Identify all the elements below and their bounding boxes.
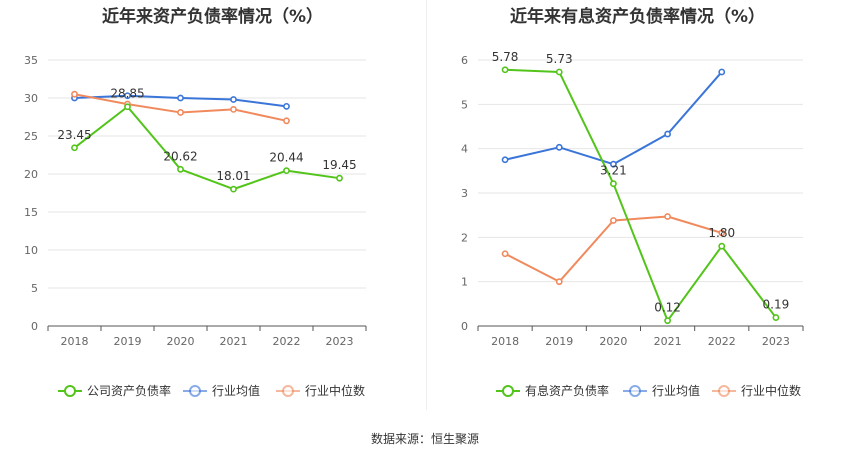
right-legend-label-0: 有息资产负债率 <box>525 383 609 398</box>
right-legend-marker-1 <box>629 385 641 397</box>
left-data-point-1 <box>124 92 131 100</box>
right-data-label: 0.19 <box>763 298 790 312</box>
left-legend-marker-1 <box>189 385 201 397</box>
right-legend-label-1: 行业均值 <box>652 383 700 398</box>
right-data-point-0 <box>555 68 563 76</box>
chart-title-right: 近年来有息资产负债率情况（%） <box>509 7 766 27</box>
right-y-tick-label: 3 <box>461 187 468 200</box>
right-series-line-2 <box>504 215 723 283</box>
left-y-tick-label: 25 <box>24 130 38 143</box>
right-x-tick-label: 2022 <box>708 335 736 348</box>
right-y-tick-label: 4 <box>461 143 468 156</box>
right-series-line-1 <box>504 71 723 166</box>
right-data-label: 5.78 <box>492 50 519 64</box>
left-y-tick-label: 30 <box>24 92 38 105</box>
left-y-tick-label: 10 <box>24 244 38 257</box>
left-y-tick-label: 20 <box>24 168 38 181</box>
left-x-tick-label: 2019 <box>114 335 142 348</box>
right-x-tick-label: 2020 <box>599 335 627 348</box>
right-data-point-1 <box>718 68 726 76</box>
data-source-note: 数据来源：恒生聚源 <box>370 432 479 446</box>
left-data-label: 20.44 <box>269 151 303 165</box>
left-data-point-0 <box>177 165 184 173</box>
right-data-point-1 <box>555 143 563 151</box>
left-y-tick-label: 15 <box>24 206 38 219</box>
right-y-tick-label: 1 <box>461 276 468 289</box>
left-y-tick-label: 5 <box>31 282 38 295</box>
left-data-point-0 <box>283 167 290 175</box>
left-x-tick-label: 2023 <box>326 335 354 348</box>
left-data-label: 28.85 <box>110 87 144 101</box>
left-y-tick-label: 35 <box>24 54 38 67</box>
left-data-point-0 <box>71 144 78 152</box>
left-data-point-2 <box>71 90 78 98</box>
left-legend-label-2: 行业中位数 <box>305 383 365 398</box>
left-legend-label-0: 公司资产负债率 <box>87 383 171 398</box>
chart-title-left: 近年来资产负债率情况（%） <box>101 7 324 27</box>
left-data-point-2 <box>283 117 290 125</box>
left-data-point-0 <box>336 174 343 182</box>
right-data-point-2 <box>555 278 563 286</box>
left-data-label: 23.45 <box>57 128 91 142</box>
right-data-point-1 <box>610 160 617 168</box>
right-series-line-0 <box>505 68 777 322</box>
right-data-point-1 <box>664 130 671 138</box>
right-y-tick-label: 5 <box>461 98 468 111</box>
right-x-tick-label: 2018 <box>491 335 519 348</box>
left-data-point-1 <box>230 96 237 103</box>
right-legend-marker-0 <box>502 385 514 397</box>
left-x-tick-label: 2020 <box>167 335 195 348</box>
left-legend-marker-0 <box>64 385 76 397</box>
right-data-point-0 <box>718 242 726 250</box>
panel-divider <box>426 0 427 410</box>
left-x-tick-label: 2022 <box>273 335 301 348</box>
right-x-tick-label: 2019 <box>545 335 573 348</box>
left-data-point-1 <box>283 102 290 110</box>
right-data-point-0 <box>664 317 671 325</box>
left-data-point-2 <box>177 109 184 116</box>
left-data-point-0 <box>124 103 131 111</box>
right-data-label: 5.73 <box>546 52 573 66</box>
right-data-point-2 <box>610 217 617 224</box>
right-data-point-2 <box>718 229 726 237</box>
left-series-line-0 <box>73 105 340 191</box>
left-x-tick-label: 2018 <box>61 335 89 348</box>
left-x-tick-label: 2021 <box>220 335 248 348</box>
right-data-point-1 <box>501 156 509 164</box>
right-data-label: 0.12 <box>654 301 681 315</box>
right-data-point-2 <box>501 250 509 258</box>
right-x-tick-label: 2021 <box>654 335 682 348</box>
right-data-point-0 <box>610 180 617 188</box>
left-legend-marker-2 <box>282 385 294 397</box>
right-data-point-0 <box>772 314 780 321</box>
right-data-point-0 <box>501 66 509 74</box>
right-data-label: 3.21 <box>600 164 627 178</box>
right-data-label: 1.80 <box>708 226 735 240</box>
left-data-label: 19.45 <box>322 158 356 172</box>
right-y-tick-label: 6 <box>461 54 468 67</box>
right-y-tick-label: 0 <box>461 320 468 333</box>
left-data-point-1 <box>177 94 184 102</box>
left-data-label: 18.01 <box>216 169 250 183</box>
left-data-label: 20.62 <box>163 149 197 163</box>
right-legend-marker-2 <box>718 385 730 397</box>
left-y-tick-label: 0 <box>31 320 38 333</box>
left-data-point-2 <box>230 106 237 113</box>
right-legend-label-2: 行业中位数 <box>741 383 801 398</box>
left-data-point-0 <box>230 185 237 193</box>
left-legend-label-1: 行业均值 <box>212 383 260 398</box>
right-data-point-2 <box>664 213 671 220</box>
right-x-tick-label: 2023 <box>762 335 790 348</box>
right-y-tick-label: 2 <box>461 231 468 244</box>
